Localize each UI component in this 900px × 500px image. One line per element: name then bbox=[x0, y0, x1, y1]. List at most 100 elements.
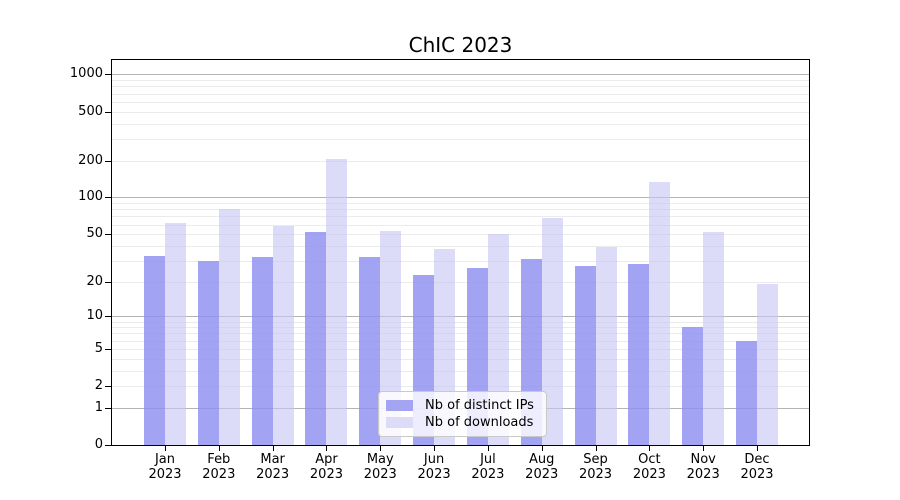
gridline-major bbox=[112, 197, 809, 199]
x-tick-mark bbox=[649, 446, 651, 451]
x-tick-label-line: 2023 bbox=[256, 467, 290, 482]
legend-swatch-downloads-icon bbox=[386, 417, 413, 428]
bar-distinct-ips-jan bbox=[144, 255, 165, 445]
x-tick-label-line: 2023 bbox=[471, 467, 505, 482]
gridline-minor bbox=[112, 281, 809, 283]
x-tick-label-line: 2023 bbox=[578, 467, 613, 482]
bar-downloads-apr bbox=[326, 159, 348, 445]
y-tick-label: 200 bbox=[78, 152, 103, 168]
y-tick-mark bbox=[105, 386, 111, 388]
x-tick-mark bbox=[165, 446, 166, 451]
x-tick-label: Feb 2023 bbox=[179, 452, 259, 482]
y-tick-mark bbox=[105, 197, 111, 199]
gridline-minor bbox=[112, 80, 809, 82]
x-tick-label-line: Mar bbox=[260, 452, 285, 467]
y-tick-mark bbox=[105, 281, 111, 283]
x-tick-mark bbox=[326, 446, 328, 451]
gridline-minor bbox=[112, 101, 809, 103]
gridline-minor bbox=[112, 203, 809, 205]
bar-distinct-ips-sep bbox=[574, 266, 596, 445]
x-tick-label: Jan 2023 bbox=[125, 452, 205, 482]
legend-swatch-distinct-ips-icon bbox=[386, 400, 413, 411]
x-tick-mark bbox=[218, 446, 220, 451]
gridline-minor bbox=[112, 358, 809, 360]
y-tick-mark bbox=[105, 234, 111, 236]
bar-downloads-aug bbox=[541, 217, 563, 445]
bar-downloads-feb bbox=[218, 209, 240, 445]
x-tick-label-line: Nov bbox=[690, 452, 716, 467]
x-tick-mark bbox=[595, 446, 597, 451]
x-tick-label-line: Jan bbox=[154, 452, 176, 467]
x-tick-mark bbox=[541, 446, 543, 451]
gridline-minor bbox=[112, 245, 809, 247]
gridline-minor bbox=[112, 224, 809, 226]
x-tick-label-line: 2023 bbox=[525, 467, 559, 482]
x-tick-label-line: 2023 bbox=[686, 467, 720, 482]
y-tick-mark bbox=[105, 348, 111, 350]
x-tick-mark bbox=[756, 446, 758, 451]
x-tick-label-line: 2023 bbox=[309, 467, 343, 482]
gridline-minor bbox=[112, 123, 809, 125]
plot-inner bbox=[112, 60, 809, 445]
gridline-minor bbox=[112, 216, 809, 218]
y-tick-label: 1000 bbox=[69, 66, 103, 82]
x-tick-mark bbox=[380, 446, 382, 451]
bar-distinct-ips-apr bbox=[305, 232, 327, 445]
gridline-minor bbox=[112, 234, 809, 236]
y-tick-label: 10 bbox=[86, 308, 103, 324]
x-tick-label: Dec 2023 bbox=[717, 452, 797, 482]
bar-downloads-nov bbox=[703, 232, 725, 445]
gridline-minor bbox=[112, 321, 809, 323]
x-tick-label-line: 2023 bbox=[740, 467, 774, 482]
y-tick-mark bbox=[105, 111, 111, 113]
bar-distinct-ips-may bbox=[359, 257, 381, 445]
gridline-minor bbox=[112, 160, 809, 162]
gridline-minor bbox=[112, 333, 809, 335]
y-tick-mark bbox=[105, 445, 111, 446]
bar-downloads-oct bbox=[649, 181, 671, 445]
x-tick-label-line: May bbox=[366, 452, 394, 467]
gridline-minor bbox=[112, 209, 809, 211]
y-tick-mark bbox=[105, 407, 111, 409]
chart-title: ChIC 2023 bbox=[408, 33, 513, 57]
plot-area bbox=[111, 59, 810, 446]
x-tick-mark bbox=[434, 446, 436, 451]
gridline-minor bbox=[112, 86, 809, 88]
x-tick-label-line: 2023 bbox=[202, 467, 236, 482]
x-tick-label-line: Feb bbox=[207, 452, 231, 467]
y-tick-label: 20 bbox=[86, 273, 103, 289]
x-tick-label: Mar 2023 bbox=[233, 452, 313, 482]
legend-row-downloads: Nb of downloads bbox=[386, 415, 538, 430]
x-tick-label-line: Apr bbox=[315, 452, 338, 467]
y-tick-mark bbox=[105, 160, 111, 162]
gridline-major bbox=[112, 316, 809, 318]
bar-distinct-ips-dec bbox=[735, 340, 757, 445]
x-tick-label-line: Dec bbox=[744, 452, 770, 467]
gridline-minor bbox=[112, 260, 809, 262]
gridline-minor bbox=[112, 93, 809, 95]
legend: Nb of distinct IPs Nb of downloads bbox=[378, 391, 547, 437]
legend-row-distinct-ips: Nb of distinct IPs bbox=[386, 398, 538, 413]
bar-downloads-dec bbox=[756, 284, 778, 445]
x-tick-label: Aug 2023 bbox=[502, 452, 582, 482]
gridline-minor bbox=[112, 138, 809, 140]
x-tick-label-line: 2023 bbox=[148, 467, 182, 482]
y-tick-label: 5 bbox=[94, 340, 103, 356]
legend-label-downloads: Nb of downloads bbox=[425, 415, 534, 430]
legend-label-distinct-ips: Nb of distinct IPs bbox=[425, 398, 534, 413]
x-tick-mark bbox=[487, 446, 489, 451]
x-tick-label: Jun 2023 bbox=[394, 452, 474, 482]
bar-distinct-ips-mar bbox=[251, 257, 273, 445]
x-tick-label: Apr 2023 bbox=[286, 452, 366, 482]
gridline-major bbox=[112, 74, 809, 76]
x-tick-label: May 2023 bbox=[340, 452, 420, 482]
y-tick-label: 1 bbox=[94, 399, 103, 415]
x-tick-mark bbox=[703, 446, 705, 451]
bar-downloads-sep bbox=[595, 247, 617, 445]
bar-distinct-ips-nov bbox=[682, 327, 704, 445]
y-tick-label: 2 bbox=[94, 378, 103, 394]
y-tick-mark bbox=[105, 74, 111, 76]
gridline-minor bbox=[112, 386, 809, 388]
gridline-minor bbox=[112, 327, 809, 329]
